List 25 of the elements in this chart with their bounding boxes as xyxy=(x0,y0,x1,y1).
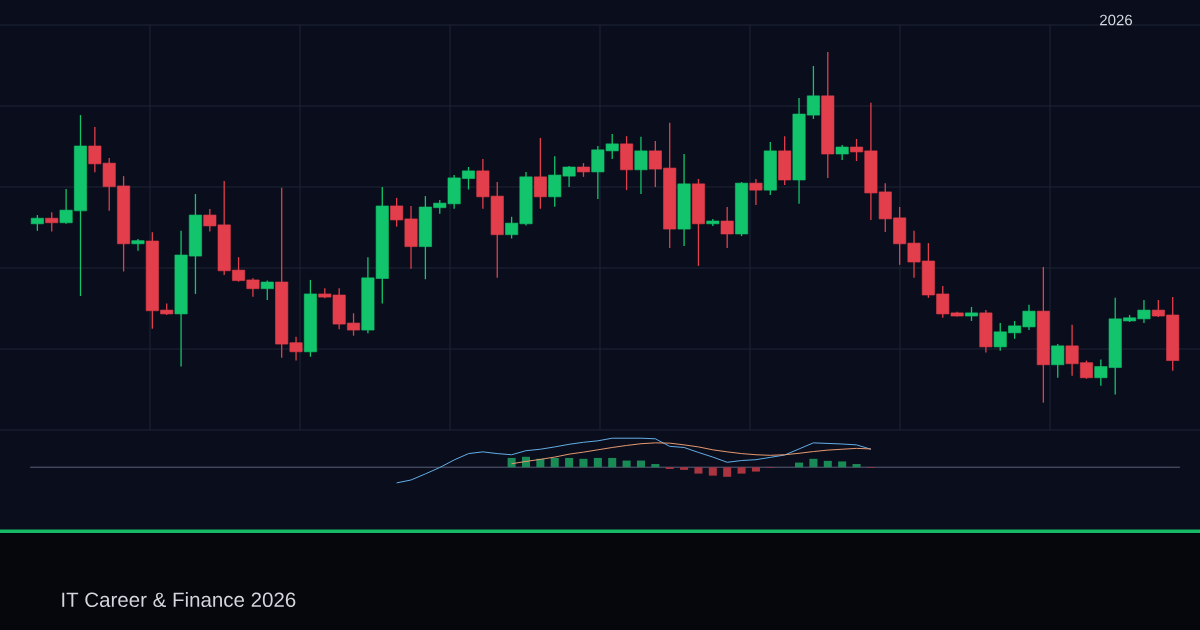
candlestick xyxy=(45,211,59,233)
candlestick xyxy=(131,238,145,252)
bar xyxy=(852,464,861,468)
bar xyxy=(737,467,746,474)
bar xyxy=(593,457,602,468)
bar xyxy=(565,457,574,468)
bar xyxy=(723,467,732,477)
candlestick xyxy=(749,178,763,206)
candlestick xyxy=(634,136,648,195)
bar xyxy=(680,467,689,470)
candlestick xyxy=(533,137,547,210)
text: IT Career & Finance 2026 xyxy=(62,591,296,608)
bar xyxy=(579,458,588,468)
bar xyxy=(550,457,559,468)
candlestick xyxy=(720,206,734,249)
text: 2026 xyxy=(1100,14,1133,26)
bar xyxy=(694,467,703,474)
bar xyxy=(838,461,847,468)
bar xyxy=(823,460,832,468)
bar xyxy=(651,464,660,468)
bar xyxy=(708,467,717,476)
bar xyxy=(751,467,760,472)
bar xyxy=(608,457,617,468)
candlestick xyxy=(1051,343,1065,379)
bar xyxy=(809,458,818,468)
